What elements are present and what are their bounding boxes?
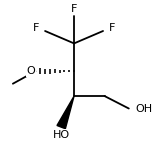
Text: F: F: [33, 23, 39, 33]
Text: F: F: [109, 23, 115, 33]
Text: F: F: [71, 4, 77, 13]
Text: OH: OH: [135, 104, 152, 113]
Polygon shape: [57, 96, 74, 129]
Text: O: O: [27, 66, 35, 76]
Text: HO: HO: [53, 130, 70, 140]
